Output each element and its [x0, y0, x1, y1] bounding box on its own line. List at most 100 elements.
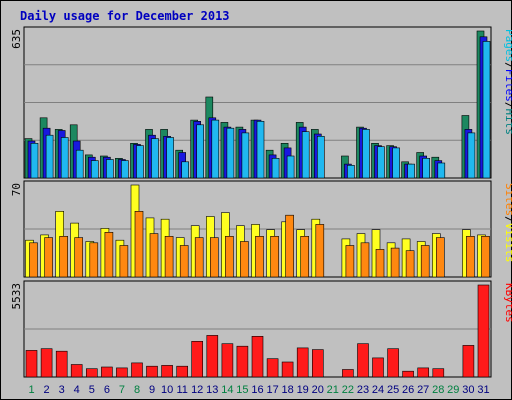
day-label-2: 2 [44, 384, 50, 396]
bar-kbytes-day-13 [206, 335, 219, 378]
bar-sites-day-19 [300, 236, 310, 278]
bar-kbytes-day-19 [296, 347, 309, 378]
day-label-8: 8 [134, 384, 140, 396]
bar-kbytes-day-2 [40, 348, 53, 378]
bar-kbytes-day-12 [191, 340, 203, 378]
day-label-4: 4 [74, 384, 80, 396]
bar-pages-day-28 [437, 162, 446, 179]
bar-sites-day-26 [405, 250, 415, 278]
bar-sites-day-30 [466, 236, 475, 278]
bar-kbytes-day-8 [131, 362, 143, 378]
bar-kbytes-day-9 [146, 365, 158, 378]
panel-1-legend: Pages/Files/Hits [503, 29, 512, 135]
bar-pages-day-11 [181, 161, 189, 179]
day-label-18: 18 [281, 384, 293, 396]
bar-sites-day-16 [255, 236, 264, 278]
bar-kbytes-day-27 [417, 367, 430, 378]
bar-pages-day-2 [45, 134, 54, 179]
bar-sites-day-17 [270, 236, 279, 278]
bar-sites-day-11 [179, 245, 189, 278]
day-label-28: 28 [432, 384, 444, 396]
legend-entry: Visits [503, 223, 512, 263]
bar-pages-day-19 [301, 131, 310, 179]
bar-sites-day-23 [360, 242, 370, 278]
bar-pages-day-1 [30, 143, 39, 179]
bar-kbytes-day-31 [477, 284, 490, 378]
bar-sites-day-4 [74, 237, 83, 278]
day-label-15: 15 [236, 384, 248, 396]
bar-sites-day-25 [390, 247, 400, 278]
bar-pages-day-14 [226, 127, 235, 179]
bar-kbytes-day-6 [101, 366, 113, 378]
bar-pages-day-16 [256, 121, 265, 179]
bar-sites-day-3 [59, 236, 69, 278]
bar-kbytes-day-23 [357, 343, 369, 378]
bar-sites-day-20 [315, 224, 325, 278]
panel-3-max-label: 5533 [10, 283, 23, 310]
bar-kbytes-day-3 [55, 350, 68, 378]
day-label-19: 19 [297, 384, 309, 396]
bar-kbytes-day-22 [342, 369, 354, 378]
legend-entry: / [503, 216, 512, 223]
bar-sites-day-1 [29, 242, 38, 278]
bar-pages-day-12 [196, 124, 204, 179]
bar-pages-day-25 [392, 147, 400, 179]
bar-sites-day-10 [164, 236, 174, 278]
bar-kbytes-day-25 [387, 348, 399, 378]
bar-pages-day-27 [422, 158, 431, 179]
legend-entry: Files [503, 69, 512, 102]
day-label-25: 25 [387, 384, 399, 396]
day-label-6: 6 [104, 384, 110, 396]
bar-sites-day-12 [194, 237, 204, 278]
bar-sites-day-9 [149, 233, 159, 278]
bar-pages-day-30 [467, 132, 476, 179]
bar-pages-day-9 [151, 138, 159, 179]
legend-entry: Sites [503, 183, 512, 216]
panel-3-legend: KBytes [503, 283, 512, 323]
bar-pages-day-17 [271, 158, 280, 179]
bar-pages-day-18 [286, 155, 295, 179]
bar-kbytes-day-11 [176, 365, 188, 378]
day-label-22: 22 [342, 384, 354, 396]
bar-pages-day-6 [106, 159, 114, 179]
bar-pages-day-10 [166, 137, 174, 179]
day-label-16: 16 [251, 384, 263, 396]
day-label-13: 13 [206, 384, 218, 396]
bar-pages-day-8 [136, 145, 144, 179]
bar-kbytes-day-14 [221, 343, 234, 378]
bar-pages-day-22 [347, 165, 355, 179]
legend-entry: / [503, 102, 512, 109]
bar-kbytes-day-7 [116, 367, 128, 378]
day-label-30: 30 [462, 384, 474, 396]
bar-pages-day-4 [75, 149, 84, 179]
bar-pages-day-23 [362, 129, 370, 179]
day-label-29: 29 [447, 384, 459, 396]
day-label-31: 31 [477, 384, 489, 396]
bar-sites-day-7 [119, 245, 129, 278]
bar-sites-day-6 [104, 232, 114, 278]
panel-2-max-label: 70 [10, 183, 23, 196]
bar-kbytes-day-5 [86, 368, 98, 378]
bar-sites-day-22 [345, 245, 355, 278]
day-label-23: 23 [357, 384, 369, 396]
legend-entry: Pages [503, 29, 512, 62]
bar-pages-day-15 [241, 132, 250, 179]
bar-sites-day-28 [435, 237, 445, 278]
day-label-27: 27 [417, 384, 429, 396]
bar-kbytes-day-30 [462, 345, 475, 378]
chart-title: Daily usage for December 2013 [20, 9, 230, 23]
day-label-9: 9 [149, 384, 155, 396]
day-label-17: 17 [266, 384, 278, 396]
bar-kbytes-day-4 [70, 364, 83, 378]
bar-kbytes-day-17 [266, 358, 279, 378]
bar-sites-day-5 [89, 242, 99, 278]
bar-pages-day-26 [407, 163, 415, 179]
bar-kbytes-day-24 [372, 357, 384, 378]
bar-kbytes-day-18 [281, 361, 294, 378]
day-label-10: 10 [161, 384, 173, 396]
bar-sites-day-14 [225, 236, 234, 278]
bar-pages-day-31 [482, 41, 491, 179]
bar-kbytes-day-28 [432, 368, 445, 378]
day-label-20: 20 [312, 384, 324, 396]
